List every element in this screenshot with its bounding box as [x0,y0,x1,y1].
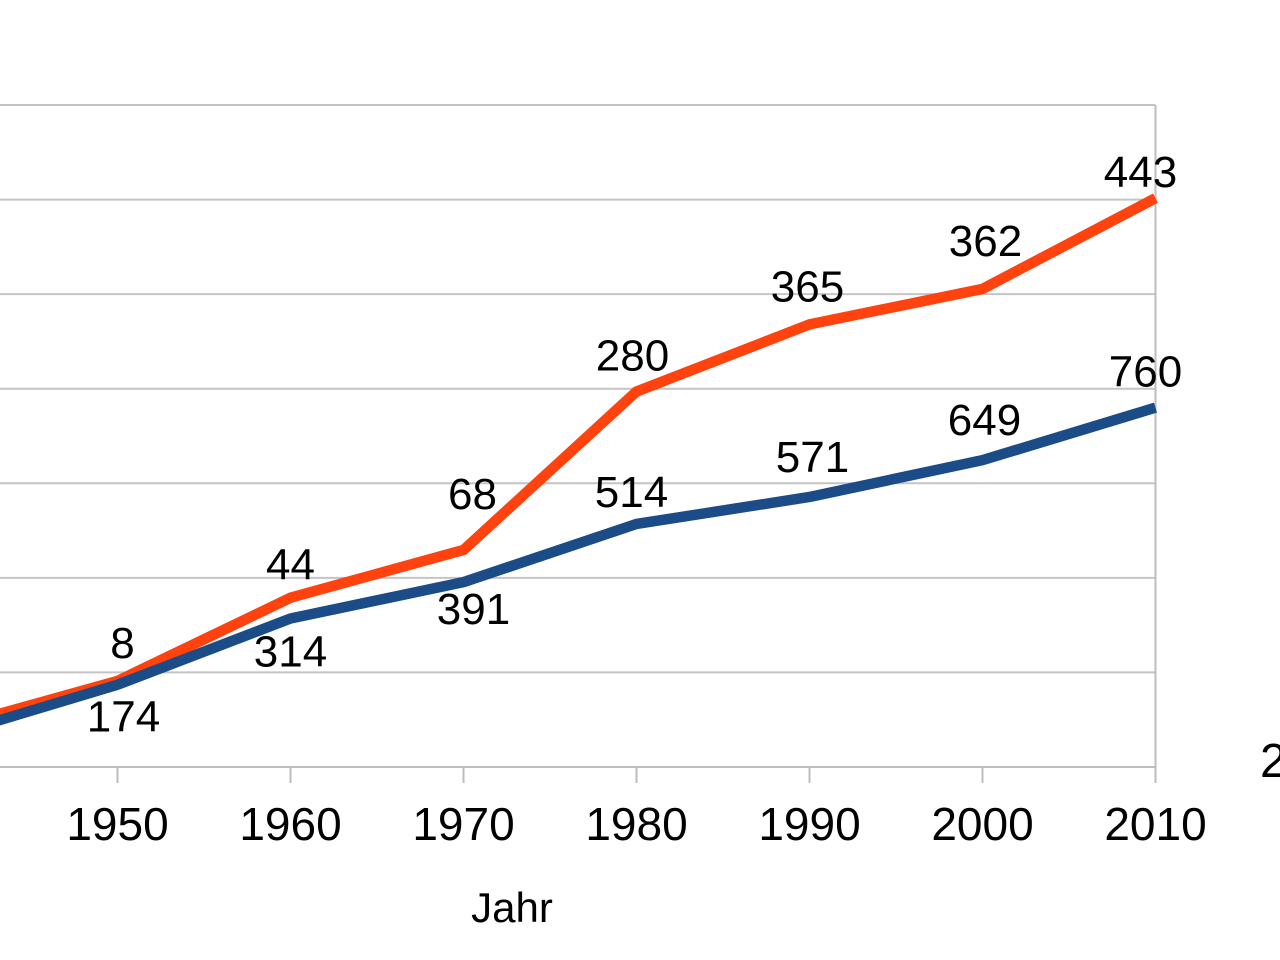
x-tick-label-1970: 1970 [412,798,514,850]
blue-series-data-label: 649 [948,396,1021,445]
blue-series-data-label: 760 [1109,348,1182,397]
blue-series-line [0,402,1158,726]
x-tick-label-1980: 1980 [585,798,687,850]
red-series-data-label: 362 [949,217,1022,266]
red-series-data-label: 8 [110,619,134,668]
x-tick-label-1950: 1950 [66,798,168,850]
red-series-data-label: 68 [448,470,497,519]
blue-series-data-label: 571 [776,433,849,482]
x-axis-title: Jahr [471,884,553,931]
x-tick-label-1990: 1990 [758,798,860,850]
x-tick-label-2000: 2000 [931,798,1033,850]
blue-series-data-label: 174 [87,693,160,742]
red-series-line [0,193,1158,720]
right-edge-cutoff-label: 2 [1260,735,1280,788]
blue-series-data-label: 514 [595,468,668,517]
x-tick-label-2010: 2010 [1104,798,1206,850]
red-series-data-label: 365 [771,262,844,311]
blue-series-data-label: 314 [254,628,327,677]
blue-series-data-label: 391 [437,585,510,634]
red-series-data-label: 44 [266,541,315,590]
x-tick-label-1960: 1960 [239,798,341,850]
red-series-data-label: 443 [1104,148,1177,197]
red-series-data-label: 280 [596,332,669,381]
